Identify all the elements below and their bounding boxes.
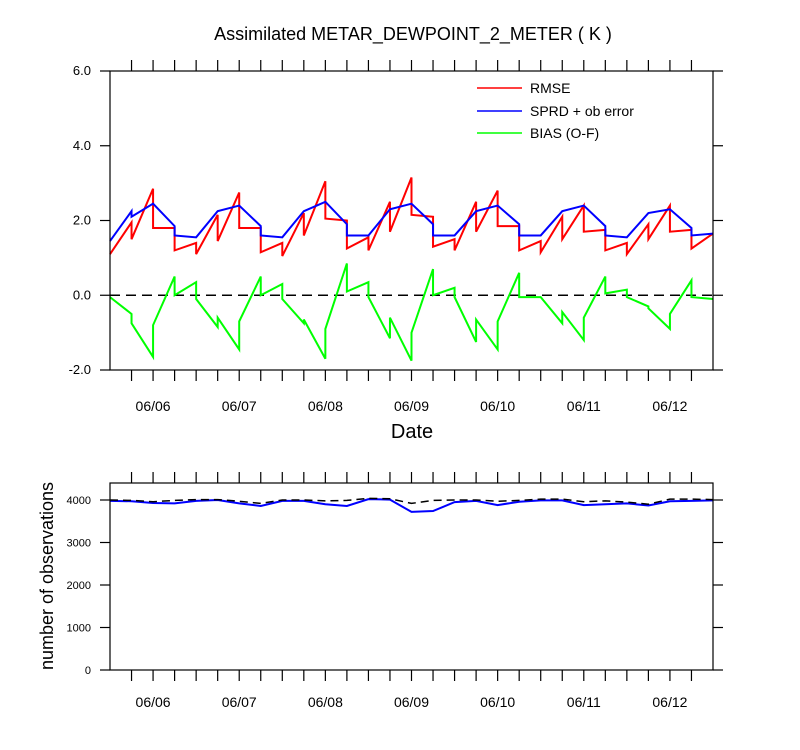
bottom-xtick-label: 06/07 bbox=[222, 694, 257, 710]
top-xtick-label: 06/10 bbox=[480, 398, 515, 414]
top-ytick-label: 4.0 bbox=[73, 138, 91, 153]
top-series-bias-o-f bbox=[109, 263, 714, 362]
top-series-sprd-ob-error bbox=[109, 200, 714, 242]
top-ytick-label: 0.0 bbox=[73, 287, 91, 302]
top-chart-title: Assimilated METAR_DEWPOINT_2_METER ( K ) bbox=[214, 24, 612, 45]
bottom-ytick-label: 0 bbox=[85, 665, 91, 677]
top-xtick-label: 06/07 bbox=[222, 398, 257, 414]
top-ytick-label: 6.0 bbox=[73, 63, 91, 78]
top-chart: Assimilated METAR_DEWPOINT_2_METER ( K )… bbox=[69, 24, 723, 443]
bottom-ytick-label: 2000 bbox=[67, 580, 91, 592]
legend: RMSE SPRD + ob error BIAS (O-F) bbox=[477, 80, 634, 141]
bottom-ytick-label: 3000 bbox=[67, 538, 91, 550]
legend-label-spread: SPRD + ob error bbox=[530, 103, 634, 119]
bottom-series-assimilated-observations bbox=[109, 498, 714, 513]
bottom-xtick-label: 06/06 bbox=[136, 694, 171, 710]
bottom-chart-ylabel: number of observations bbox=[37, 482, 57, 670]
legend-label-rmse: RMSE bbox=[530, 80, 570, 96]
bottom-ytick-label: 1000 bbox=[67, 623, 91, 635]
top-plot-frame bbox=[109, 70, 714, 371]
bottom-xtick-label: 06/10 bbox=[480, 694, 515, 710]
bottom-series-possible-observations bbox=[109, 497, 714, 506]
bottom-xtick-label: 06/08 bbox=[308, 694, 343, 710]
bottom-xtick-label: 06/09 bbox=[394, 694, 429, 710]
top-plot-area: -2.0 0.0 2.0 4.0 6.0 06/06 06/07 06/08 06/09 06/1… bbox=[69, 60, 723, 414]
top-xtick-label: 06/09 bbox=[394, 398, 429, 414]
top-series-rmse bbox=[109, 177, 714, 258]
top-xtick-label: 06/12 bbox=[652, 398, 687, 414]
top-xtick-label: 06/11 bbox=[567, 398, 601, 414]
top-xtick-label: 06/06 bbox=[136, 398, 171, 414]
bottom-ytick-label: 4000 bbox=[67, 495, 91, 507]
bottom-xtick-label: 06/11 bbox=[567, 694, 601, 710]
bottom-plot-area: 0 1000 2000 3000 4000 06/06 06/07 06/08 06/09 06/… bbox=[67, 472, 723, 710]
top-xtick-label: 06/08 bbox=[308, 398, 343, 414]
bottom-chart: 0 1000 2000 3000 4000 06/06 06/07 06/08 06/09 06/… bbox=[37, 472, 723, 710]
top-ytick-label: -2.0 bbox=[69, 362, 91, 377]
top-ytick-label: 2.0 bbox=[73, 213, 91, 228]
bottom-plot-frame bbox=[109, 482, 714, 671]
bottom-xtick-label: 06/12 bbox=[652, 694, 687, 710]
legend-label-bias: BIAS (O-F) bbox=[530, 125, 599, 141]
top-chart-xlabel: Date bbox=[391, 421, 433, 443]
